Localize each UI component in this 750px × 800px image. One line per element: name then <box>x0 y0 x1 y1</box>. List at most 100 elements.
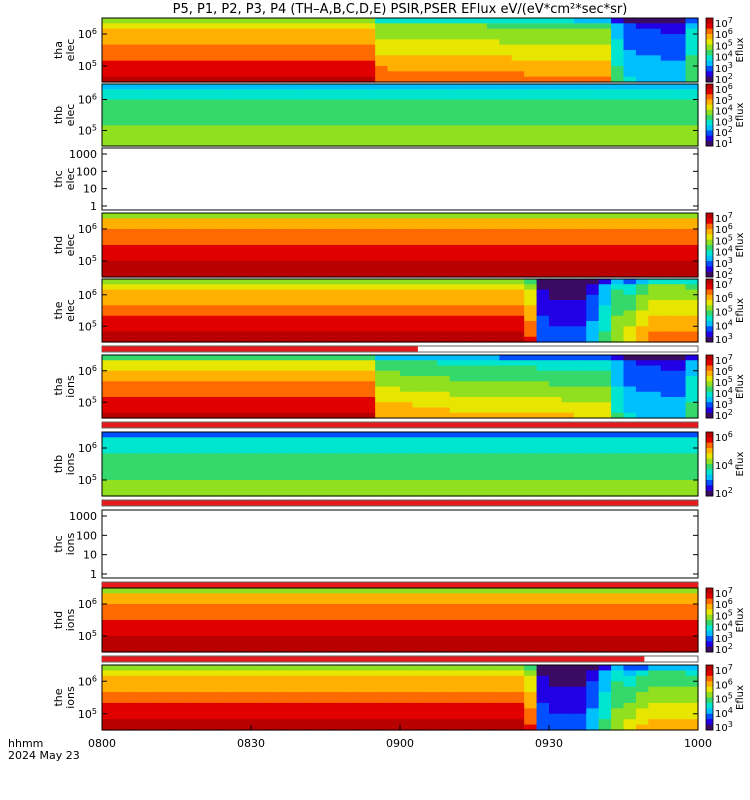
spectrogram-cell <box>213 135 227 142</box>
spectrogram-cell <box>449 223 463 230</box>
spectrogram-cell <box>499 469 513 476</box>
spectrogram-cell <box>437 279 451 285</box>
spectrogram-cell <box>511 218 525 225</box>
spectrogram-cell <box>337 625 351 632</box>
spectrogram-cell <box>573 490 587 497</box>
spectrogram-cell <box>213 76 227 83</box>
spectrogram-cell <box>586 125 600 132</box>
spectrogram-cell <box>263 376 277 382</box>
spectrogram-cell <box>611 76 625 83</box>
spectrogram-cell <box>486 620 500 626</box>
colorbar-segment <box>706 310 713 314</box>
spectrogram-cell <box>573 66 587 72</box>
spectrogram-cell <box>660 255 674 262</box>
spectrogram-cell <box>251 670 265 677</box>
spectrogram-cell <box>524 261 538 267</box>
spectrogram-cell <box>648 218 662 225</box>
spectrogram-cell <box>313 485 327 492</box>
spectrogram-cell <box>375 464 389 470</box>
spectrogram-cell <box>412 412 426 419</box>
spectrogram-cell <box>313 271 327 278</box>
spectrogram-cell <box>424 370 438 377</box>
spectrogram-cell <box>387 464 401 470</box>
spectrogram-cell <box>238 71 252 78</box>
spectrogram-cell <box>486 355 500 361</box>
spectrogram-cell <box>499 104 513 111</box>
spectrogram-cell <box>586 130 600 137</box>
spectrogram-cell <box>598 412 612 419</box>
colorbar-segment <box>706 705 713 709</box>
spectrogram-cell <box>499 336 513 343</box>
colorbar-segment <box>706 334 713 338</box>
spectrogram-cell <box>611 99 625 106</box>
spectrogram-cell <box>623 266 637 273</box>
y-tick-label: 105 <box>78 707 97 721</box>
spectrogram-cell <box>151 125 165 132</box>
spectrogram-cell <box>511 23 525 30</box>
colorbar-segment <box>706 480 713 484</box>
spectrogram-cell <box>648 636 662 642</box>
spectrogram-cell <box>238 485 252 492</box>
spectrogram-cell <box>375 665 389 672</box>
spectrogram-cell <box>275 370 289 377</box>
spectrogram-cell <box>151 44 165 51</box>
spectrogram-cell <box>573 294 587 301</box>
colorbar-segment <box>706 596 713 600</box>
spectrogram-cell <box>151 641 165 648</box>
spectrogram-cell <box>350 646 364 653</box>
spectrogram-cell <box>337 458 351 465</box>
spectrogram-cell <box>400 670 414 677</box>
spectrogram-cell <box>486 614 500 621</box>
spectrogram-cell <box>549 702 563 709</box>
spectrogram-cell <box>201 614 215 621</box>
spectrogram-cell <box>648 305 662 312</box>
spectrogram-cell <box>660 34 674 40</box>
spectrogram-cell <box>387 336 401 343</box>
spectrogram-cell <box>300 120 314 126</box>
spectrogram-cell <box>660 485 674 492</box>
spectrogram-cell <box>611 60 625 67</box>
spectrogram-cell <box>474 104 488 111</box>
spectrogram-cell <box>486 370 500 377</box>
spectrogram-cell <box>188 315 202 322</box>
spectrogram-cell <box>474 675 488 682</box>
spectrogram-cell <box>300 675 314 682</box>
spectrogram-cell <box>275 130 289 137</box>
spectrogram-cell <box>611 630 625 637</box>
spectrogram-cell <box>251 442 265 449</box>
spectrogram-cell <box>313 458 327 465</box>
spectrogram-cell <box>474 331 488 338</box>
spectrogram-cell <box>486 28 500 35</box>
spectrogram-cell <box>412 490 426 497</box>
spectrogram-cell <box>325 104 339 111</box>
spectrogram-cell <box>400 697 414 704</box>
spectrogram-cell <box>424 391 438 398</box>
spectrogram-cell <box>387 381 401 388</box>
spectrogram-cell <box>561 646 575 653</box>
spectrogram-cell <box>362 135 376 142</box>
spectrogram-cell <box>536 140 550 147</box>
spectrogram-cell <box>549 697 563 704</box>
spectrogram-cell <box>263 630 277 637</box>
spectrogram-cell <box>424 490 438 497</box>
y-tick-label: 106 <box>78 674 97 688</box>
spectrogram-cell <box>263 391 277 398</box>
spectrogram-cell <box>424 702 438 709</box>
spectrogram-cell <box>300 261 314 267</box>
spectrogram-cell <box>598 229 612 235</box>
spectrogram-cell <box>238 261 252 267</box>
spectrogram-cell <box>251 386 265 393</box>
spectrogram-cell <box>673 135 687 142</box>
spectrogram-cell <box>549 604 563 610</box>
spectrogram-cell <box>400 321 414 327</box>
colorbar-segment <box>706 727 713 731</box>
colorbar-segment <box>706 644 713 648</box>
spectrogram-cell <box>598 239 612 246</box>
spectrogram-cell <box>164 218 178 225</box>
spectrogram-cell <box>474 386 488 393</box>
spectrogram-cell <box>660 397 674 403</box>
spectrogram-cell <box>549 109 563 116</box>
spectrogram-cell <box>511 360 525 367</box>
spectrogram-cell <box>126 442 140 449</box>
